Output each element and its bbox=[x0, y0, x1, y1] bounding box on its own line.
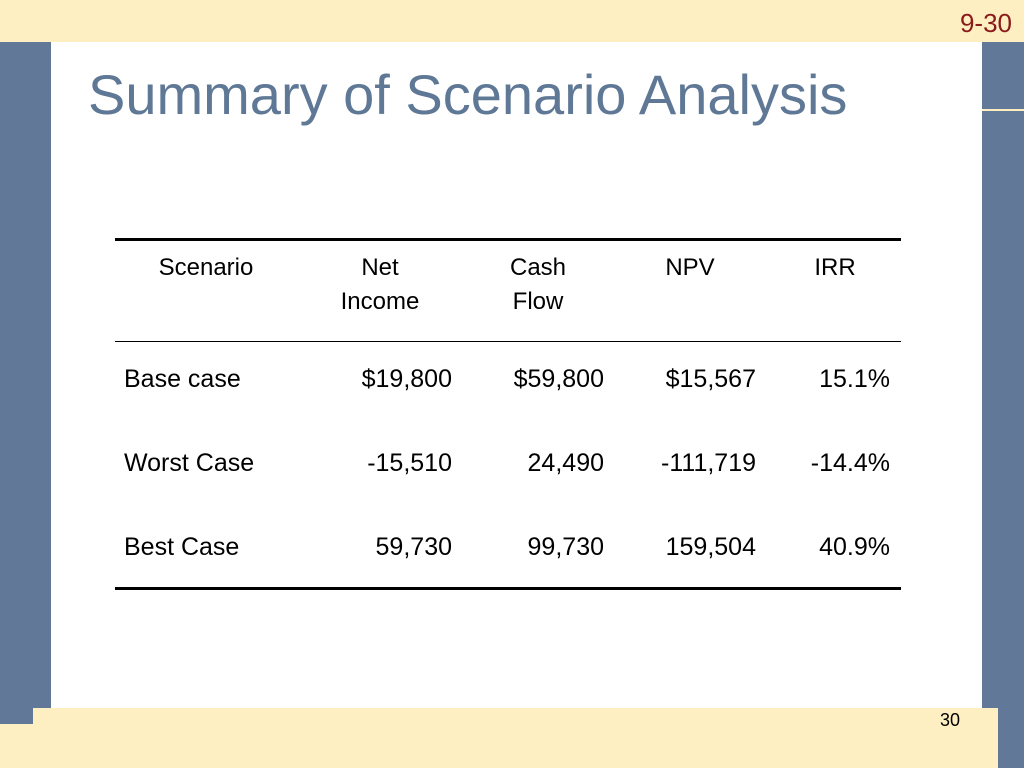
header-cash-flow-line1: Cash bbox=[509, 254, 567, 281]
table-row: Best Case 59,730 99,730 159,504 40.9% bbox=[115, 510, 901, 587]
table-row: Worst Case -15,510 24,490 -111,719 -14.4… bbox=[115, 426, 901, 510]
cell-scenario: Best Case bbox=[124, 533, 240, 561]
scenario-table: Scenario Net Income Cash Flow NPV IRR Ba… bbox=[115, 238, 901, 590]
page-number: 30 bbox=[940, 710, 961, 730]
bottom-band bbox=[33, 708, 998, 768]
page-title: Summary of Scenario Analysis bbox=[88, 63, 848, 126]
cell-npv: 159,504 bbox=[665, 533, 756, 561]
cell-net-income: -15,510 bbox=[367, 449, 452, 477]
table-row: Base case $19,800 $59,800 $15,567 15.1% bbox=[115, 342, 901, 426]
cell-irr: 40.9% bbox=[819, 533, 890, 561]
cell-cash-flow: 99,730 bbox=[527, 533, 604, 561]
header-cash-flow: Cash Flow bbox=[465, 251, 611, 319]
cell-scenario: Base case bbox=[124, 365, 241, 393]
header-npv: NPV bbox=[620, 251, 760, 285]
table-top-rule bbox=[115, 238, 901, 241]
top-band bbox=[0, 0, 1024, 42]
table-header-rule bbox=[115, 341, 901, 342]
cell-cash-flow: $59,800 bbox=[513, 365, 604, 393]
cell-irr: -14.4% bbox=[810, 449, 890, 477]
header-net-income: Net Income bbox=[305, 251, 455, 319]
left-blue-bar bbox=[0, 42, 51, 724]
cell-npv: -111,719 bbox=[661, 449, 756, 477]
table-body: Base case $19,800 $59,800 $15,567 15.1% … bbox=[115, 342, 901, 587]
right-blue-bar bbox=[982, 111, 1024, 768]
right-blue-bar-top bbox=[982, 42, 1024, 109]
cell-net-income: 59,730 bbox=[375, 533, 452, 561]
header-scenario-label: Scenario bbox=[158, 254, 254, 281]
header-irr-label: IRR bbox=[814, 254, 856, 281]
cell-npv: $15,567 bbox=[665, 365, 756, 393]
slide-panel bbox=[51, 42, 982, 708]
table-bottom-rule bbox=[115, 587, 901, 590]
header-npv-label: NPV bbox=[665, 254, 715, 281]
cell-cash-flow: 24,490 bbox=[527, 449, 604, 477]
header-scenario: Scenario bbox=[115, 251, 297, 285]
header-net-income-line1: Net bbox=[361, 254, 399, 281]
cell-scenario: Worst Case bbox=[124, 449, 255, 477]
table-header-row: Scenario Net Income Cash Flow NPV IRR bbox=[115, 241, 901, 341]
cell-irr: 15.1% bbox=[819, 365, 890, 393]
header-cash-flow-line2: Flow bbox=[512, 288, 564, 315]
header-irr: IRR bbox=[780, 251, 890, 285]
header-net-income-line2: Income bbox=[340, 288, 420, 315]
cell-net-income: $19,800 bbox=[361, 365, 452, 393]
slide-code: 9-30 bbox=[959, 8, 1012, 38]
